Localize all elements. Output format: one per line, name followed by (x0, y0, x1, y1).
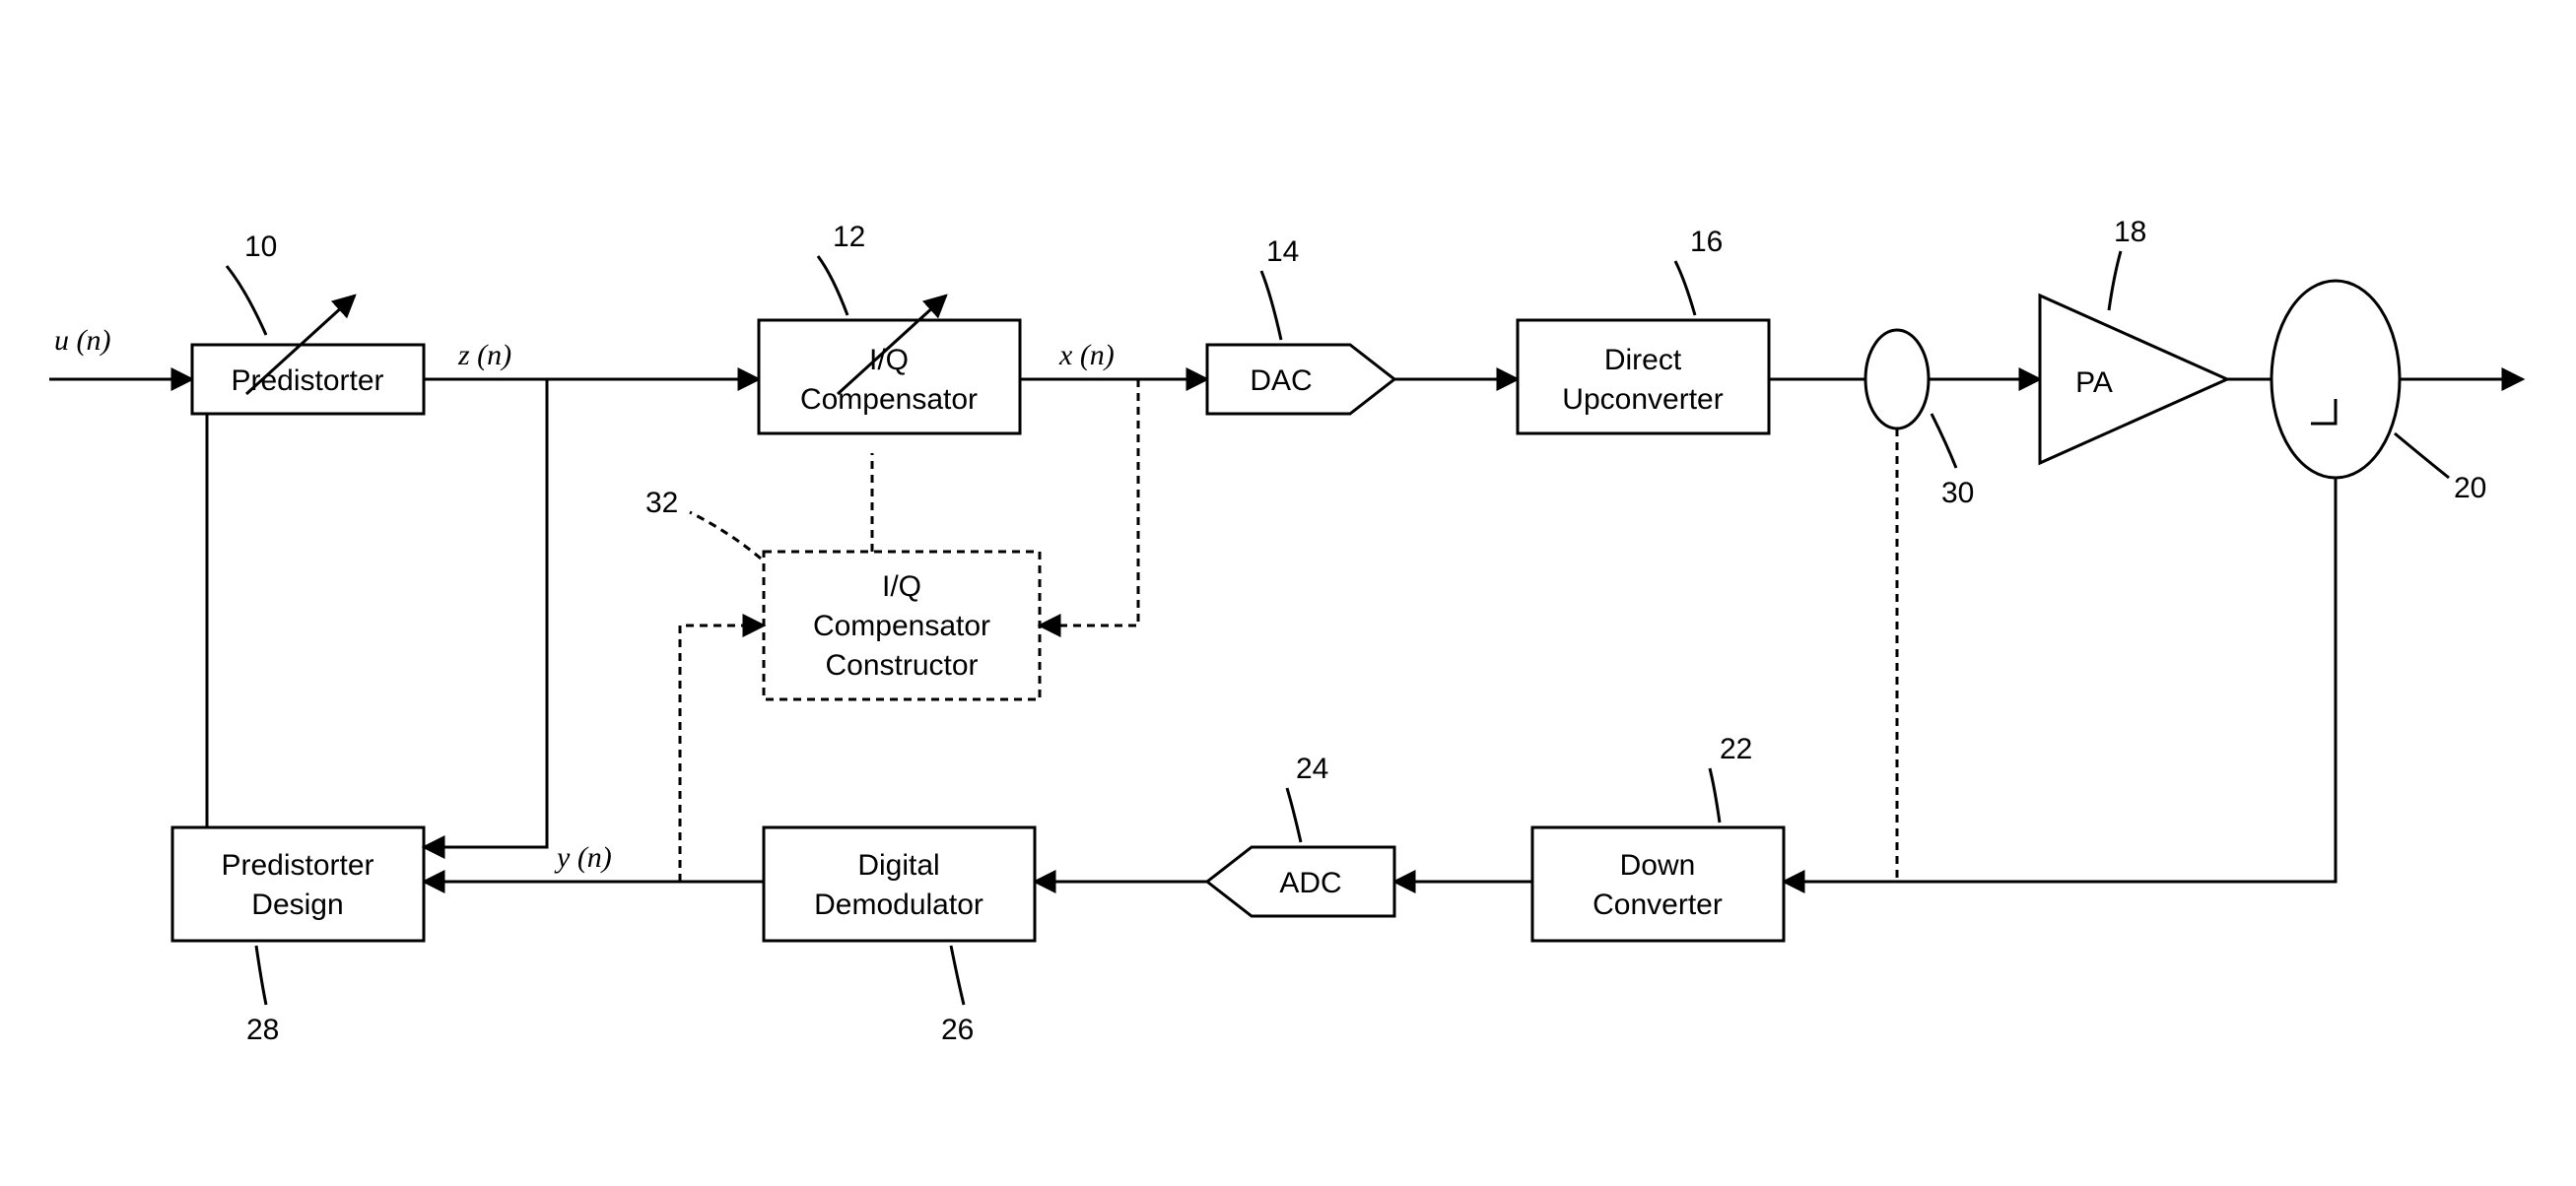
svg-text:Converter: Converter (1593, 889, 1723, 921)
block-pa: PA 18 (2040, 216, 2227, 463)
svg-text:Down: Down (1620, 849, 1696, 882)
svg-text:DAC: DAC (1250, 364, 1312, 397)
svg-text:Predistorter: Predistorter (231, 364, 383, 397)
block-dac: DAC 14 (1207, 235, 1394, 414)
block-diagram: u (n) Predistorter 10 z (n) I/Q Compensa… (0, 0, 2576, 1186)
svg-text:Design: Design (251, 889, 343, 921)
svg-text:Upconverter: Upconverter (1562, 383, 1723, 416)
svg-text:PA: PA (2075, 366, 2113, 399)
block-adc: ADC 24 (1207, 753, 1394, 916)
block-iq-constructor: I/Q Compensator Constructor 32 (645, 487, 1040, 699)
svg-text:Demodulator: Demodulator (814, 889, 983, 921)
svg-text:26: 26 (941, 1014, 974, 1046)
svg-text:16: 16 (1690, 226, 1723, 258)
block-iq-compensator: I/Q Compensator 12 (759, 221, 1020, 433)
signal-y: y (n) (554, 841, 612, 874)
svg-text:28: 28 (246, 1014, 279, 1046)
signal-z: z (n) (457, 339, 511, 371)
wire-x-tap-constructor (1040, 379, 1138, 626)
wire-feedback-1 (1784, 478, 2336, 882)
svg-text:Compensator: Compensator (800, 383, 978, 416)
svg-text:24: 24 (1296, 753, 1328, 785)
svg-text:ADC: ADC (1279, 867, 1341, 899)
block-demodulator: Digital Demodulator 26 (764, 827, 1035, 1046)
svg-text:Direct: Direct (1604, 344, 1682, 376)
signal-u: u (n) (54, 324, 110, 357)
wire-z-tap (424, 379, 547, 847)
svg-text:14: 14 (1266, 235, 1299, 268)
block-predistorter: Predistorter 10 (192, 231, 424, 414)
block-predistorter-design: Predistorter Design 28 (172, 827, 424, 1046)
svg-text:Digital: Digital (857, 849, 939, 882)
signal-x: x (n) (1058, 339, 1115, 371)
wire-y-tap-constructor (680, 626, 764, 882)
svg-text:30: 30 (1941, 477, 1974, 509)
svg-text:20: 20 (2454, 472, 2486, 504)
svg-text:12: 12 (833, 221, 865, 253)
svg-text:18: 18 (2114, 216, 2146, 248)
coupler-output: 20 (2271, 281, 2486, 504)
block-downconverter: Down Converter 22 (1532, 733, 1784, 941)
svg-text:22: 22 (1720, 733, 1752, 765)
svg-text:32: 32 (645, 487, 678, 519)
svg-text:Predistorter: Predistorter (221, 849, 373, 882)
svg-text:I/Q: I/Q (882, 570, 921, 603)
block-upconverter: Direct Upconverter 16 (1518, 226, 1769, 433)
svg-text:Compensator: Compensator (813, 610, 990, 642)
svg-text:10: 10 (244, 231, 277, 263)
coupler-input: 30 (1865, 330, 1974, 509)
svg-text:Constructor: Constructor (825, 649, 978, 682)
